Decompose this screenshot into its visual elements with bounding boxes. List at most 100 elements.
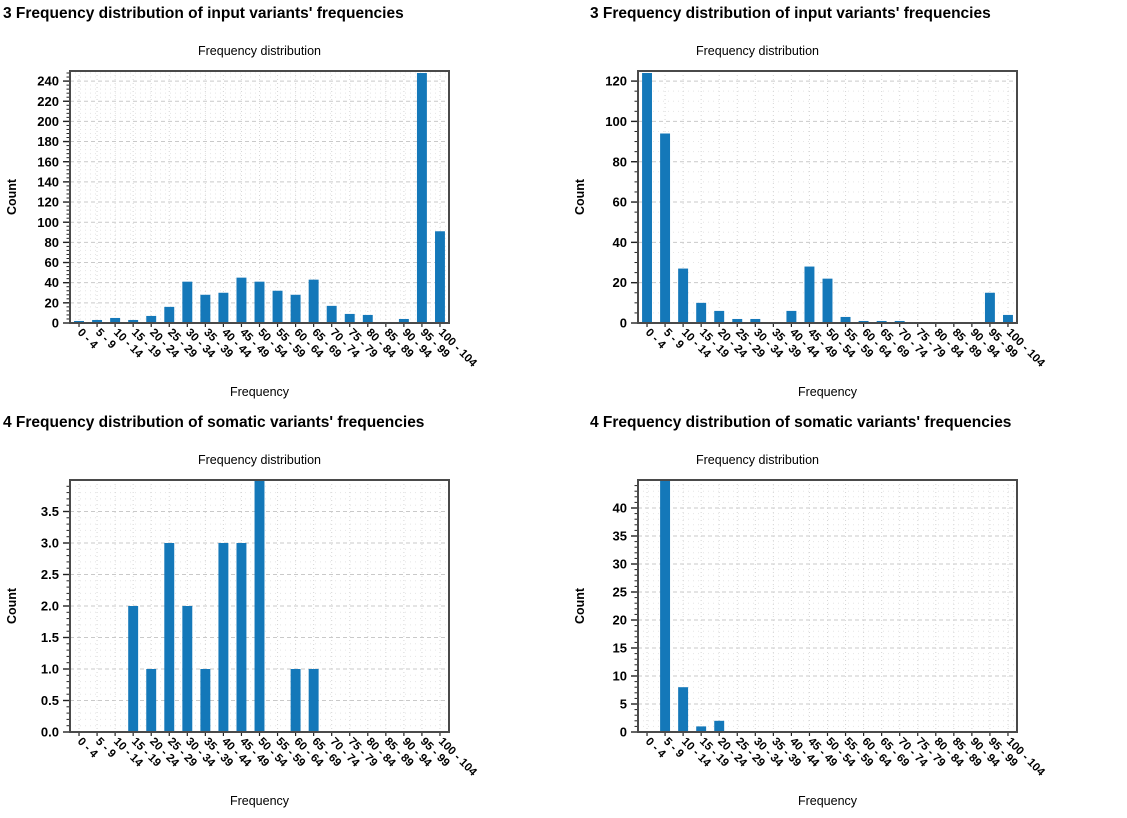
bar-20-24 <box>714 310 725 323</box>
svg-text:120: 120 <box>37 195 59 210</box>
bar-5-9 <box>92 319 103 323</box>
frequency-histogram: 0.0 0.5 1.0 1.5 2.0 2.5 3.0 3.5 0 - 45 - 910 - 1… <box>5 479 479 808</box>
svg-text:2.5: 2.5 <box>41 567 59 582</box>
svg-text:1.0: 1.0 <box>41 662 59 677</box>
section-heading: 3 Frequency distribution of input varian… <box>590 5 991 22</box>
bar-25-29 <box>164 306 175 323</box>
svg-text:0.5: 0.5 <box>41 693 59 708</box>
bar-80-84 <box>362 314 373 323</box>
svg-text:60: 60 <box>613 195 627 210</box>
svg-text:20: 20 <box>613 275 627 290</box>
svg-text:220: 220 <box>37 94 59 109</box>
svg-text:Count: Count <box>573 587 587 624</box>
svg-text:35: 35 <box>613 529 627 544</box>
bar-5-9 <box>660 133 671 323</box>
bar-20-24 <box>146 669 157 732</box>
chart-panel-somatic-variants-right: 4 Frequency distribution of somatic vari… <box>563 409 1127 818</box>
svg-text:100: 100 <box>37 215 59 230</box>
svg-text:40: 40 <box>613 235 627 250</box>
svg-text:2.0: 2.0 <box>41 599 59 614</box>
y-axis-label: Count <box>573 178 587 215</box>
chart-panel-somatic-variants-left: 4 Frequency distribution of somatic vari… <box>0 409 563 818</box>
x-axis-label: Frequency <box>798 794 858 808</box>
y-grid-major <box>638 80 1017 284</box>
bar-65-69 <box>308 669 319 732</box>
bar-60-64 <box>290 669 301 732</box>
x-axis-label: Frequency <box>230 385 290 399</box>
plot-border <box>637 70 1018 324</box>
bar-15-19 <box>128 319 139 323</box>
svg-text:15: 15 <box>613 641 627 656</box>
bar-95-99 <box>416 73 427 324</box>
bar-75-79 <box>344 313 355 323</box>
bar-55-59 <box>272 290 283 323</box>
y-axis-label: Count <box>5 178 19 215</box>
chart-panel-input-variants-left: 3 Frequency distribution of input varian… <box>0 0 563 409</box>
figure-title: Frequency distribution <box>696 453 819 467</box>
y-grid-major <box>70 80 449 304</box>
x-axis-label: Frequency <box>230 794 290 808</box>
bar-70-74 <box>894 320 905 323</box>
svg-text:0: 0 <box>620 316 627 331</box>
bar-100-104 <box>1003 314 1013 323</box>
y-ticks-major <box>631 80 638 324</box>
bar-60-64 <box>858 320 869 323</box>
frequency-histogram: 0 20 40 60 80 100 120 140 160 180 200 220 240 0 - 45 … <box>5 70 479 399</box>
svg-text:40: 40 <box>45 275 59 290</box>
bar-45-49 <box>804 266 815 323</box>
bar-0-4 <box>642 73 652 324</box>
bars <box>642 73 1013 324</box>
bar-15-19 <box>696 302 707 323</box>
svg-text:0.0: 0.0 <box>41 725 59 740</box>
bar-50-54 <box>822 278 833 323</box>
svg-text:30: 30 <box>613 557 627 572</box>
bar-90-94 <box>398 318 409 323</box>
svg-text:160: 160 <box>37 154 59 169</box>
y-grid-major <box>638 507 1017 705</box>
bars <box>74 73 445 324</box>
svg-text:100: 100 <box>605 114 627 129</box>
plot-border <box>637 479 1018 733</box>
y-grid-minor <box>70 72 449 320</box>
y-axis-label: Count <box>573 587 587 624</box>
svg-text:3.5: 3.5 <box>41 504 59 519</box>
plot-border <box>69 479 450 733</box>
bar-0-4 <box>74 320 84 323</box>
y-ticks-major <box>63 80 70 324</box>
bar-25-29 <box>732 318 743 323</box>
y-tick-labels: 0 20 40 60 80 100 120 <box>605 74 627 331</box>
bar-20-24 <box>146 315 157 323</box>
x-ticks <box>646 323 1009 327</box>
plot-border <box>69 70 450 324</box>
figure-title: Frequency distribution <box>198 44 321 58</box>
svg-text:20: 20 <box>45 295 59 310</box>
section-heading: 4 Frequency distribution of somatic vari… <box>3 414 425 431</box>
svg-text:Frequency: Frequency <box>230 794 290 808</box>
svg-text:40: 40 <box>613 501 627 516</box>
bars <box>660 480 725 732</box>
svg-text:120: 120 <box>605 74 627 89</box>
bar-10-14 <box>678 687 689 732</box>
svg-text:80: 80 <box>613 154 627 169</box>
bar-10-14 <box>678 268 689 323</box>
bar-25-29 <box>164 543 175 732</box>
svg-text:5: 5 <box>620 697 627 712</box>
svg-text:Frequency: Frequency <box>798 794 858 808</box>
bar-50-54 <box>254 480 265 732</box>
bar-95-99 <box>984 292 995 323</box>
y-tick-labels: 0 5 10 15 20 25 30 35 40 <box>613 501 627 740</box>
svg-text:25: 25 <box>613 585 627 600</box>
y-axis-label: Count <box>5 587 19 624</box>
svg-text:Frequency: Frequency <box>230 385 290 399</box>
y-tick-labels: 0 20 40 60 80 100 120 140 160 180 200 220 240 <box>37 74 59 331</box>
bar-35-39 <box>200 669 211 732</box>
bar-5-9 <box>660 480 671 732</box>
svg-text:10: 10 <box>613 669 627 684</box>
bar-40-44 <box>786 310 797 323</box>
section-heading: 3 Frequency distribution of input varian… <box>3 5 404 22</box>
